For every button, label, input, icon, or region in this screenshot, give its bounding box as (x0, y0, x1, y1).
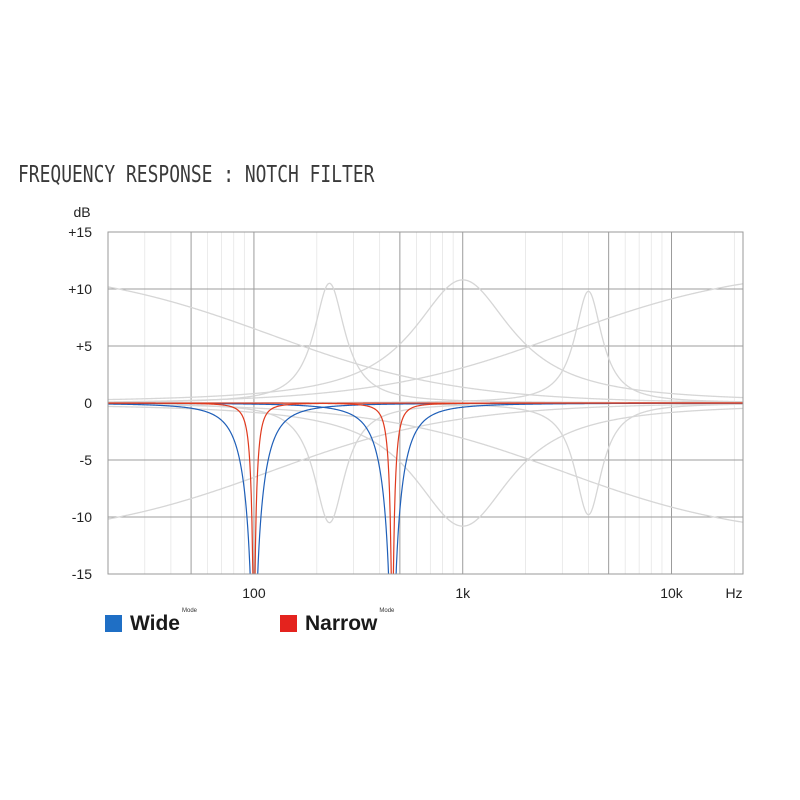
background-curve (108, 283, 743, 403)
background-curve (108, 290, 743, 404)
series-layer (108, 402, 743, 574)
x-tick-label: 10k (660, 585, 684, 601)
background-curve (108, 286, 743, 403)
legend-swatch-narrow (280, 615, 297, 632)
background-curve (108, 402, 743, 524)
legend-label-wide: Wide (130, 612, 180, 635)
legend-item-wide: Wide Mode (105, 606, 197, 636)
y-tick-label: -15 (72, 566, 92, 582)
background-curve (108, 279, 743, 401)
legend-item-narrow: Narrow Mode (280, 606, 394, 636)
y-tick-label: +5 (76, 338, 92, 354)
x-tick-label: 1k (455, 585, 471, 601)
y-tick-label: +15 (68, 224, 92, 240)
background-curve (108, 403, 743, 520)
x-tick-label: 100 (242, 585, 266, 601)
y-axis-unit-label: dB (73, 204, 90, 220)
y-tick-label: +10 (68, 281, 92, 297)
legend-sup-narrow: Mode (379, 608, 395, 614)
legend-sup-wide: Mode (181, 608, 197, 614)
y-tick-label: -5 (80, 452, 93, 468)
y-tick-label: -10 (72, 509, 92, 525)
background-curve (108, 282, 743, 404)
y-tick-label: 0 (84, 395, 92, 411)
plot-frame (107, 231, 744, 575)
x-axis-unit-label: Hz (725, 585, 742, 601)
legend-swatch-wide (105, 615, 122, 632)
tick-layer: +15 +10 +5 0 -5 -10 -15 100 1k 10k (68, 224, 684, 601)
background-curve (108, 403, 743, 523)
series-line-narrow (108, 402, 743, 574)
legend-label-narrow: Narrow (305, 612, 378, 635)
background-curve (108, 405, 743, 527)
chart-title: FREQUENCY RESPONSE : NOTCH FILTER (18, 162, 375, 188)
